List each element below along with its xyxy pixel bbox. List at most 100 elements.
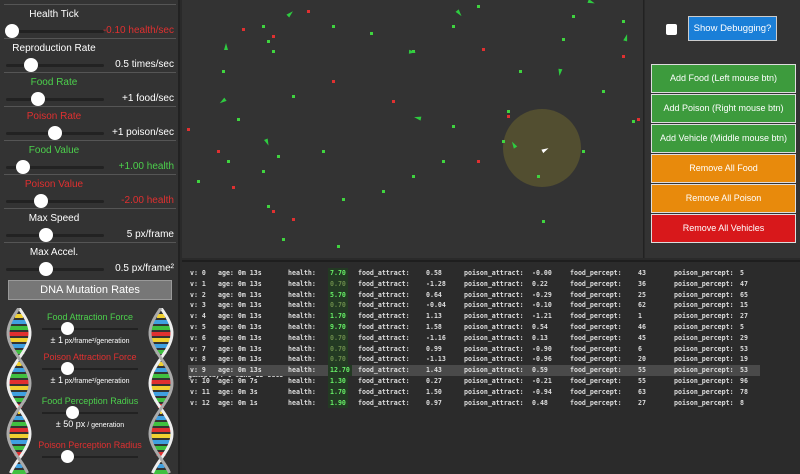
dna-setting-label: Food Perception Radius <box>41 396 139 406</box>
food-percept: 36 <box>638 279 646 288</box>
debug-checkbox[interactable] <box>666 24 677 35</box>
health: 0.70 <box>328 278 348 290</box>
vehicle[interactable] <box>557 68 563 76</box>
v: v: 2 <box>190 290 206 299</box>
label-food-percept: food_percept: <box>570 398 622 407</box>
slider-track[interactable] <box>6 234 104 237</box>
slider-handle[interactable] <box>61 322 75 335</box>
poison-dot <box>217 150 220 153</box>
label-food-attract: food_attract: <box>358 344 410 353</box>
label-poison-attract: poison_attract: <box>464 333 524 342</box>
dna-setting-0: Food Attraction Force ± 1 px/frame²/gener… <box>38 312 142 345</box>
age: age: 0m 13s <box>218 312 262 321</box>
food-attract: -1.16 <box>426 333 446 342</box>
poison-attract: -1.21 <box>532 312 552 321</box>
show-debugging-button[interactable]: Show Debugging? <box>688 16 777 41</box>
slider-track[interactable] <box>42 450 138 463</box>
slider-track[interactable] <box>6 30 104 33</box>
poison-percept: 65 <box>740 290 748 299</box>
vehicle[interactable] <box>510 141 518 149</box>
setting-value: -0.10 health/sec <box>102 25 174 36</box>
slider-handle[interactable] <box>31 92 46 106</box>
label-poison-attract: poison_attract: <box>464 398 524 407</box>
simulation-canvas[interactable] <box>182 0 644 258</box>
food-dot <box>267 205 270 208</box>
slider-track[interactable] <box>42 362 138 375</box>
label-poison-percept: poison_percept: <box>674 387 734 396</box>
slider-handle[interactable] <box>34 194 49 208</box>
vehicle[interactable] <box>408 49 416 54</box>
slider-handle[interactable] <box>15 160 30 174</box>
slider-track[interactable] <box>42 322 138 335</box>
control-button-1[interactable]: Add Poison (Right mouse btn) <box>651 94 796 123</box>
vehicle-row[interactable]: v: 8 age: 0m 13s health: 0.70 food_attract: -… <box>188 354 760 366</box>
vehicle[interactable] <box>219 97 227 105</box>
simulation-drawing <box>187 0 640 248</box>
label-food-attract: food_attract: <box>358 323 410 331</box>
label-food-attract: food_attract: <box>358 301 410 310</box>
poison-percept: 47 <box>740 279 748 288</box>
label-poison-attract: poison_attract: <box>464 344 524 353</box>
label-food-percept: food_percept: <box>570 269 622 277</box>
label-food-percept: food_percept: <box>570 301 622 310</box>
vehicle[interactable] <box>587 0 595 5</box>
slider-handle[interactable] <box>39 228 54 242</box>
vehicle[interactable] <box>286 10 294 18</box>
dna-mutation-rates-header[interactable]: DNA Mutation Rates <box>8 280 172 300</box>
v: v: 8 <box>190 355 206 364</box>
slider-handle[interactable] <box>61 362 75 375</box>
vehicle[interactable] <box>263 138 270 146</box>
vehicle[interactable] <box>541 146 549 154</box>
food-dot <box>267 40 270 43</box>
vehicle-row[interactable]: v: 1 age: 0m 13s health: 0.70 food_attract: -… <box>188 278 760 290</box>
food-dot <box>262 25 265 28</box>
control-button-0[interactable]: Add Food (Left mouse btn) <box>651 64 796 93</box>
setting-1: Reproduction Rate 0.5 times/sec <box>4 38 176 72</box>
slider-handle[interactable] <box>4 24 19 38</box>
setting-5: Poison Value -2.00 health <box>4 174 176 208</box>
slider-handle[interactable] <box>61 450 75 463</box>
food-dot <box>452 25 455 28</box>
vehicle-row[interactable]: v: 10 age: 0m 7s health: 1.30 food_attract: 0… <box>188 376 760 387</box>
vehicle[interactable] <box>623 34 629 42</box>
control-button-4[interactable]: Remove All Poison <box>651 184 796 213</box>
control-button-5[interactable]: Remove All Vehicles <box>651 214 796 243</box>
vehicle-row[interactable]: v: 6 age: 0m 13s health: 0.70 food_attract: -… <box>188 332 760 344</box>
slider-handle[interactable] <box>66 406 79 419</box>
slider-track[interactable] <box>6 98 104 101</box>
vehicle-row[interactable]: v: 4 age: 0m 13s health: 1.70 food_attract: 1… <box>188 311 760 322</box>
control-button-3[interactable]: Remove All Food <box>651 154 796 183</box>
label-food-attract: food_attract: <box>358 355 410 364</box>
vehicle-row[interactable]: v: 3 age: 0m 13s health: 0.70 food_attract: -… <box>188 300 760 312</box>
label-health: health: <box>288 290 316 299</box>
setting-label: Health Tick <box>29 9 79 20</box>
slider-track[interactable] <box>6 268 104 271</box>
food-attract: 1.43 <box>426 366 442 375</box>
setting-value: +1.00 health <box>118 161 174 172</box>
vehicle-row[interactable]: v: 7 age: 0m 13s health: 0.70 food_attract: 0… <box>188 343 760 355</box>
vehicle[interactable] <box>455 9 464 17</box>
food-attract: -0.04 <box>426 301 446 310</box>
food-dot <box>582 150 585 153</box>
vehicle[interactable] <box>414 115 422 121</box>
v: v: 3 <box>190 301 206 310</box>
food-percept: 46 <box>638 323 646 331</box>
slider-track[interactable] <box>6 200 104 203</box>
slider-handle[interactable] <box>23 58 38 72</box>
vehicle-row[interactable]: v: 11 age: 0m 3s health: 1.70 food_attract: 1… <box>188 386 760 398</box>
poison-dot <box>292 218 295 221</box>
control-button-2[interactable]: Add Vehicle (Middle mouse btn) <box>651 124 796 153</box>
vehicle-row[interactable]: v: 0 age: 0m 13s health: 7.70 food_attract: 0… <box>188 268 760 279</box>
slider-track[interactable] <box>42 406 138 419</box>
vehicle-row[interactable]: v: 9 age: 0m 13s health: 12.70 food_attract:… <box>188 365 760 376</box>
slider-handle[interactable] <box>48 126 62 140</box>
vehicle[interactable] <box>224 43 228 50</box>
slider-track[interactable] <box>6 64 104 67</box>
setting-label: Max Speed <box>28 213 80 224</box>
vehicle-row[interactable]: v: 5 age: 0m 13s health: 9.70 food_attract: 1… <box>188 322 760 333</box>
vehicle-row[interactable]: v: 2 age: 0m 13s health: 5.70 food_attract: 0… <box>188 289 760 301</box>
poison-attract: 0.22 <box>532 279 548 288</box>
vehicle-row[interactable]: v: 12 age: 0m 1s health: 1.90 food_attract: 0… <box>188 397 760 409</box>
slider-handle[interactable] <box>39 262 54 276</box>
slider-track[interactable] <box>6 166 104 169</box>
